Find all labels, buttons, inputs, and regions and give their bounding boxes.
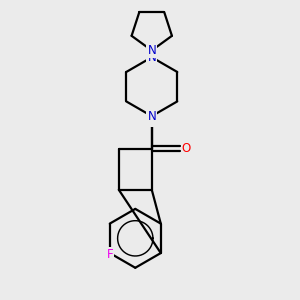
Text: N: N bbox=[147, 51, 156, 64]
Text: F: F bbox=[106, 248, 113, 261]
Text: N: N bbox=[147, 110, 156, 123]
Text: N: N bbox=[147, 44, 156, 57]
Text: N: N bbox=[147, 112, 156, 126]
Text: O: O bbox=[182, 142, 191, 155]
